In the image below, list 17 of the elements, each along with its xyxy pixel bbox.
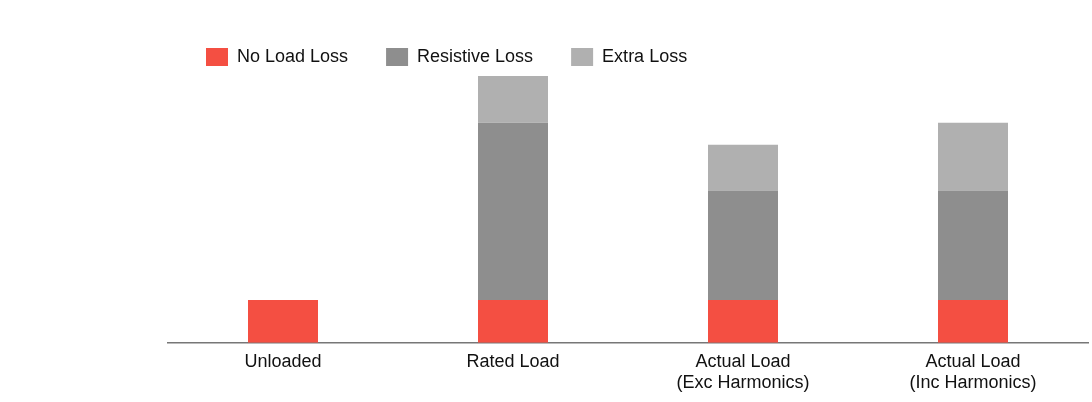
legend-label: Resistive Loss <box>417 45 534 66</box>
bar <box>938 122 1008 191</box>
x-tick-label: Actual Load (Inc Harmonics) <box>909 350 1037 393</box>
bar <box>248 300 318 343</box>
x-tick-label: Unloaded <box>244 350 322 371</box>
bar <box>938 300 1008 343</box>
x-tick-label: Actual Load (Exc Harmonics) <box>676 350 810 393</box>
legend-label: Extra Loss <box>602 45 688 66</box>
bar <box>478 300 548 343</box>
bar <box>708 144 778 191</box>
bar <box>478 122 548 301</box>
x-tick-label: Rated Load <box>466 350 560 371</box>
bar <box>708 190 778 301</box>
bar <box>708 300 778 343</box>
bar <box>938 190 1008 301</box>
bar <box>478 76 548 123</box>
legend-label: No Load Loss <box>237 45 349 66</box>
